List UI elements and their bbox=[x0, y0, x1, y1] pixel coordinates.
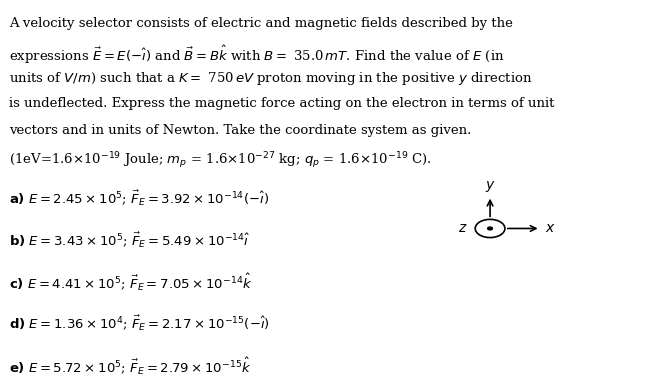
Text: $z$: $z$ bbox=[459, 222, 468, 235]
Text: $\mathbf{a)}$ $E = 2.45 \times 10^5$; $\vec{F}_E = 3.92 \times 10^{-14}(-\hat{\i: $\mathbf{a)}$ $E = 2.45 \times 10^5$; $\… bbox=[8, 188, 269, 208]
Text: $y$: $y$ bbox=[485, 179, 496, 194]
Text: units of $V/m$) such that a $K = $ 750$\,eV$ proton moving in the positive $y$ d: units of $V/m$) such that a $K = $ 750$\… bbox=[8, 71, 532, 87]
Text: vectors and in units of Newton. Take the coordinate system as given.: vectors and in units of Newton. Take the… bbox=[8, 124, 471, 137]
Text: is undeflected. Express the magnetic force acting on the electron in terms of un: is undeflected. Express the magnetic for… bbox=[8, 97, 554, 110]
Text: A velocity selector consists of electric and magnetic fields described by the: A velocity selector consists of electric… bbox=[8, 17, 513, 30]
Text: $x$: $x$ bbox=[545, 222, 555, 235]
Text: expressions $\vec{E} = E(-\hat{\imath})$ and $\vec{B} = B\hat{k}$ with $B = $ 35: expressions $\vec{E} = E(-\hat{\imath})$… bbox=[8, 44, 504, 66]
Circle shape bbox=[488, 227, 492, 230]
Text: (1eV=1.6$\times$10$^{-19}$ Joule; $m_p$ = 1.6$\times$10$^{-27}$ kg; $q_p$ = 1.6$: (1eV=1.6$\times$10$^{-19}$ Joule; $m_p$ … bbox=[8, 150, 432, 171]
Text: $\mathbf{c)}$ $E = 4.41 \times 10^5$; $\vec{F}_E = 7.05 \times 10^{-14}\hat{k}$: $\mathbf{c)}$ $E = 4.41 \times 10^5$; $\… bbox=[8, 272, 252, 293]
Text: $\mathbf{d)}$ $E = 1.36 \times 10^4$; $\vec{F}_E = 2.17 \times 10^{-15}(-\hat{\i: $\mathbf{d)}$ $E = 1.36 \times 10^4$; $\… bbox=[8, 314, 270, 333]
Text: $\mathbf{e)}$ $E = 5.72 \times 10^5$; $\vec{F}_E = 2.79 \times 10^{-15}\hat{k}$: $\mathbf{e)}$ $E = 5.72 \times 10^5$; $\… bbox=[8, 356, 251, 377]
Text: $\mathbf{b)}$ $E = 3.43 \times 10^5$; $\vec{F}_E = 5.49 \times 10^{-14}\hat{\ima: $\mathbf{b)}$ $E = 3.43 \times 10^5$; $\… bbox=[8, 230, 249, 250]
